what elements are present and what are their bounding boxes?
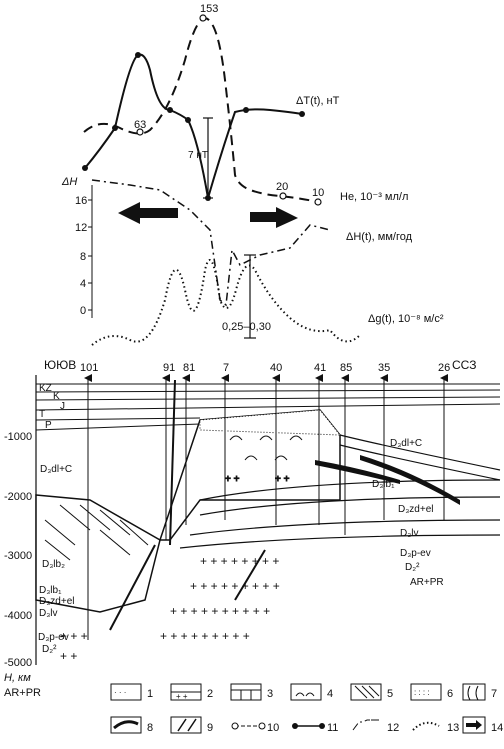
svg-text:+ + + + + + + +: + + + + + + + + <box>200 554 279 568</box>
legend-6: 6 <box>447 688 453 700</box>
dT-points <box>82 52 305 201</box>
well-101: 101 <box>80 362 98 374</box>
unit-d3zd-el-left: D₃zd+el <box>39 596 74 607</box>
unit-d2-left: D₂² <box>42 644 57 655</box>
stratum-t: T <box>39 409 45 420</box>
unit-d3zd-el-right: D₃zd+el <box>398 504 433 515</box>
depth-2000: -2000 <box>4 491 32 503</box>
unit-d3lv-left: D₃lv <box>39 608 58 619</box>
depth-3000: -3000 <box>4 550 32 562</box>
svg-text:+ +: + + <box>176 692 188 701</box>
well-91: 91 <box>163 362 175 374</box>
profiles-panel: 16 12 8 4 0 ΔH 153 63 7 нТ 20 10 ΔT(t), … <box>61 3 444 346</box>
unit-d3lb1-right: D₃lb₁ <box>372 479 395 490</box>
legend-13: 13 <box>447 722 459 734</box>
well-7: 7 <box>223 362 229 374</box>
svg-text:+ +: + + <box>225 474 240 485</box>
dH-curve <box>91 179 331 307</box>
black-seam-2 <box>315 460 400 484</box>
well-26: 26 <box>438 362 450 374</box>
legend-14: 14 <box>491 722 503 734</box>
dH-tick-0: 0 <box>80 305 86 317</box>
svg-text:: : : :: : : : : <box>414 688 430 697</box>
legend-8: 8 <box>147 722 153 734</box>
unit-d2-right: D₂² <box>405 562 420 573</box>
he-label-10: 10 <box>312 187 324 199</box>
dH-tick-16: 16 <box>75 195 87 207</box>
cap-dotted <box>199 409 342 436</box>
legend-11: 11 <box>327 722 338 734</box>
dH-tick-4: 4 <box>80 278 86 290</box>
dH-axis-title: ΔH <box>61 176 77 188</box>
dH-tick-12: 12 <box>75 222 87 234</box>
left-arrow-icon <box>118 202 178 224</box>
well-labels: 101 91 81 7 40 41 85 35 26 <box>80 362 450 374</box>
legend-9: 9 <box>207 722 213 734</box>
svg-text:· · ·: · · · <box>114 688 126 697</box>
depth-4000: -4000 <box>4 610 32 622</box>
he-points <box>136 14 322 206</box>
unit-d3p-ev-left: D₃p-ev <box>38 632 69 643</box>
unit-d3lv-right: D₃lv <box>400 528 419 539</box>
depth-ticks: -1000 -2000 -3000 -4000 -5000 <box>4 431 32 669</box>
well-81: 81 <box>183 362 195 374</box>
he-legend-label: He, 10⁻³ мл/л <box>340 191 408 203</box>
unit-d3dl-c-left: D₃dl+C <box>40 464 72 475</box>
depth-1000: -1000 <box>4 431 32 443</box>
well-41: 41 <box>314 362 326 374</box>
svg-text:+ +: + + <box>60 649 77 663</box>
legend: · · · 1 + + 2 3 4 5 : : : : 6 7 8 9 <box>110 683 503 734</box>
legend-1: 1 <box>147 688 153 700</box>
well-35: 35 <box>378 362 390 374</box>
dT-amp-label: 7 нТ <box>188 150 208 161</box>
well-40: 40 <box>270 362 282 374</box>
legend-10: 10 <box>267 722 279 734</box>
well-85: 85 <box>340 362 352 374</box>
legend-5: 5 <box>387 688 393 700</box>
svg-text:+ + + + + + + + + +: + + + + + + + + + + <box>170 604 270 618</box>
unit-d3p-ev-right: D₃p-ev <box>400 548 431 559</box>
dT-legend-label: ΔT(t), нТ <box>296 95 340 107</box>
stratum-j: J <box>60 401 65 412</box>
legend-4: 4 <box>327 688 333 700</box>
direction-right: ССЗ <box>452 358 476 372</box>
unit-d3dl-c-right: D₃dl+C <box>390 438 422 449</box>
dH-legend-label: ΔH(t), мм/год <box>346 231 413 243</box>
peak-label: 153 <box>200 3 218 15</box>
direction-left: ЮЮВ <box>44 358 76 372</box>
svg-text:+ +: + + <box>275 474 290 485</box>
unit-d3lb1-left: D₃lb₁ <box>39 585 62 596</box>
stratum-k: K <box>53 391 60 402</box>
cross-section: ЮЮВ ССЗ 101 91 81 7 40 41 85 35 26 -1000… <box>4 358 501 699</box>
he-label-20: 20 <box>276 181 288 193</box>
legend-3: 3 <box>267 688 273 700</box>
stratum-p: P <box>45 420 52 431</box>
dT-label-63: 63 <box>134 119 146 131</box>
dg-legend-label: Δg(t), 10⁻⁸ м/с² <box>368 313 444 325</box>
unit-d3lb2: D₃lb₂ <box>42 559 65 570</box>
legend-12: 12 <box>387 722 399 734</box>
right-arrow-icon <box>250 207 298 228</box>
stratum-kz: KZ <box>39 383 52 394</box>
legend-2: 2 <box>207 688 213 700</box>
svg-text:+ + + + + + + + +: + + + + + + + + + <box>190 579 280 593</box>
depth-5000: -5000 <box>4 657 32 669</box>
depth-axis-label: H, км <box>4 672 31 684</box>
dH-ticks: 16 12 8 4 0 <box>75 195 92 317</box>
unit-ar-pr-right: AR+PR <box>410 577 444 588</box>
black-seam <box>360 455 460 505</box>
ar-pr-bottom-left: AR+PR <box>4 687 41 699</box>
legend-7: 7 <box>491 688 497 700</box>
dg-amp-label: 0,25–0,30 <box>222 321 271 333</box>
svg-text:+ + +: + + + <box>60 629 88 643</box>
left-block <box>35 494 161 613</box>
svg-text:+ + + + + + + + +: + + + + + + + + + <box>160 629 250 643</box>
dH-tick-8: 8 <box>80 251 86 263</box>
